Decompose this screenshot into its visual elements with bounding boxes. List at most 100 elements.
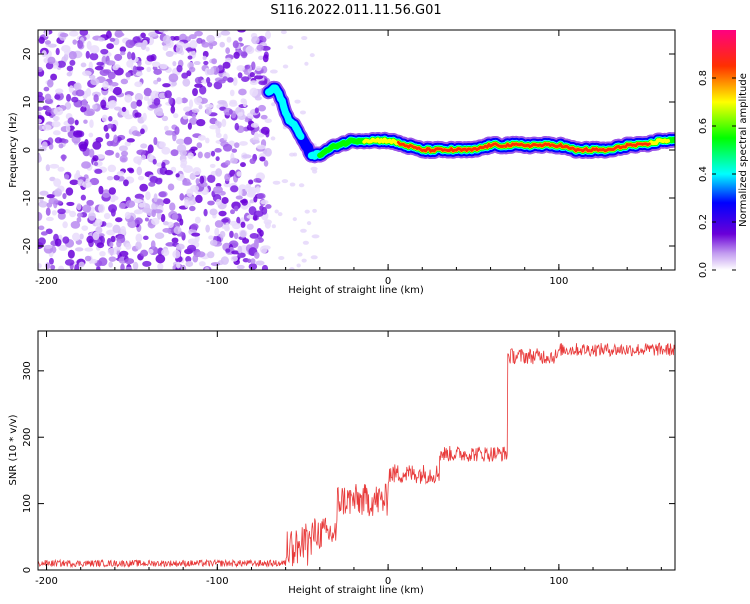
noise-blob xyxy=(233,52,239,59)
noise-blob xyxy=(158,192,166,198)
noise-blob xyxy=(257,145,266,150)
noise-blob xyxy=(35,212,42,221)
noise-blob xyxy=(159,142,166,148)
noise-blob xyxy=(300,229,307,233)
noise-blob xyxy=(172,61,176,66)
noise-blob xyxy=(125,212,131,219)
noise-blob xyxy=(312,234,320,238)
noise-blob xyxy=(240,98,245,103)
noise-blob xyxy=(230,90,235,97)
noise-blob xyxy=(155,178,162,185)
noise-blob xyxy=(61,45,71,52)
noise-blob xyxy=(115,152,119,158)
noise-blob xyxy=(256,45,263,51)
noise-blob xyxy=(251,36,260,44)
noise-blob xyxy=(67,72,73,77)
noise-blob xyxy=(154,98,161,106)
noise-blob xyxy=(254,252,260,259)
noise-blob xyxy=(138,176,144,181)
noise-blob xyxy=(98,186,103,195)
noise-blob xyxy=(145,191,151,200)
noise-blob xyxy=(93,94,98,102)
noise-blob xyxy=(263,54,269,62)
noise-blob xyxy=(237,246,242,254)
noise-blob xyxy=(221,197,228,204)
noise-blob xyxy=(125,243,131,250)
noise-blob xyxy=(36,67,43,72)
noise-blob xyxy=(94,162,98,166)
noise-blob xyxy=(210,240,218,246)
noise-blob xyxy=(120,51,125,55)
noise-blob xyxy=(57,209,66,215)
noise-blob xyxy=(163,198,170,204)
noise-blob xyxy=(250,158,256,164)
noise-blob xyxy=(152,62,161,68)
noise-blob xyxy=(154,193,158,202)
noise-blob xyxy=(180,159,187,166)
noise-blob xyxy=(47,194,55,198)
noise-blob xyxy=(93,232,100,240)
colorbar xyxy=(712,30,736,270)
colorbar-tick-label: 0.4 xyxy=(698,166,709,182)
noise-blob xyxy=(86,51,90,59)
x-tick-label: -200 xyxy=(35,576,58,587)
noise-blob xyxy=(123,179,129,186)
noise-blob xyxy=(221,256,229,265)
noise-blob xyxy=(47,79,54,87)
noise-blob xyxy=(105,150,114,156)
noise-blob xyxy=(55,238,62,246)
noise-blob xyxy=(109,242,113,248)
noise-blob xyxy=(79,262,85,268)
noise-blob xyxy=(76,170,80,177)
noise-blob xyxy=(83,120,88,124)
noise-blob xyxy=(100,49,108,55)
noise-blob xyxy=(119,203,126,209)
noise-blob xyxy=(196,251,205,257)
noise-blob xyxy=(162,83,171,87)
noise-blob xyxy=(299,183,304,187)
noise-blob xyxy=(225,248,230,252)
noise-blob xyxy=(278,212,283,216)
x-tick-label: -100 xyxy=(206,576,229,587)
noise-blob xyxy=(68,250,75,259)
noise-blob xyxy=(107,176,114,180)
noise-blob xyxy=(230,185,238,192)
noise-blob xyxy=(283,64,288,68)
noise-blob xyxy=(69,85,74,93)
noise-blob xyxy=(67,66,74,72)
noise-blob xyxy=(161,147,170,155)
noise-blob xyxy=(255,261,264,266)
noise-blob xyxy=(95,219,103,227)
noise-blob xyxy=(36,119,42,124)
noise-blob xyxy=(99,251,106,256)
noise-blob xyxy=(312,209,317,213)
noise-blob xyxy=(169,73,179,82)
noise-blob xyxy=(76,90,85,97)
noise-blob xyxy=(148,144,154,153)
noise-blob xyxy=(307,221,311,225)
noise-blob xyxy=(131,52,135,60)
noise-blob xyxy=(186,189,193,198)
noise-blob xyxy=(259,205,263,211)
noise-blob xyxy=(169,202,175,211)
noise-blob xyxy=(135,209,141,214)
noise-blob xyxy=(46,208,51,216)
noise-blob xyxy=(136,72,143,76)
noise-blob xyxy=(190,147,197,151)
noise-blob xyxy=(220,30,230,35)
noise-blob xyxy=(196,178,200,184)
noise-blob xyxy=(84,110,94,116)
noise-blob xyxy=(198,105,202,110)
noise-blob xyxy=(125,114,134,119)
noise-blob xyxy=(236,195,243,199)
noise-blob xyxy=(122,107,126,112)
noise-blob xyxy=(209,43,213,49)
noise-blob xyxy=(194,84,203,88)
noise-blob xyxy=(55,88,63,93)
noise-blob xyxy=(100,100,106,109)
noise-blob xyxy=(60,33,68,37)
noise-blob xyxy=(92,104,97,109)
noise-blob xyxy=(254,75,263,79)
noise-blob xyxy=(214,148,221,153)
